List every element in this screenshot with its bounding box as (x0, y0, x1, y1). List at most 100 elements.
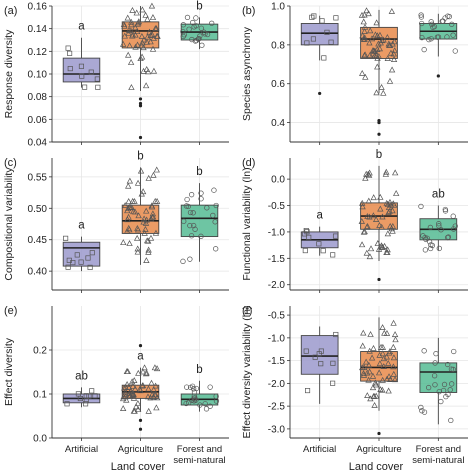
data-point-triangle (153, 166, 160, 173)
data-point-triangle (135, 212, 142, 219)
data-point-square (89, 250, 95, 256)
data-point-square (312, 354, 318, 360)
data-point-triangle (149, 213, 156, 220)
data-point-triangle (148, 2, 156, 9)
data-point-circle (421, 409, 428, 415)
data-point-triangle (149, 45, 157, 52)
data-point-square (321, 55, 327, 61)
data-point-circle (189, 383, 196, 389)
data-point-circle (198, 233, 204, 239)
data-point-circle (213, 246, 219, 252)
data-point-triangle (119, 40, 127, 47)
data-point-triangle (366, 213, 373, 220)
data-point-triangle (120, 21, 128, 27)
data-point-triangle (361, 23, 369, 30)
data-point-circle (426, 384, 432, 391)
data-point-triangle (359, 203, 366, 210)
data-point-triangle (144, 15, 151, 22)
data-point-circle (191, 398, 197, 404)
data-point-circle (447, 387, 453, 393)
data-point-triangle (374, 32, 381, 39)
data-point-square (85, 255, 91, 261)
panels: 0.04 0.06 0.08 0.10 0.12 0.14 0.16 (a) Response … (3, 0, 468, 466)
data-point-square (328, 39, 334, 45)
data-point-triangle (360, 364, 368, 371)
data-point-triangle (146, 28, 153, 35)
box-forest-and-semi-natural: b (180, 364, 220, 412)
data-point-circle (213, 393, 219, 400)
data-point-triangle (386, 349, 393, 356)
x-tick-label: Agriculture (356, 444, 401, 455)
data-point-triangle (386, 198, 394, 205)
data-point-triangle (370, 344, 377, 351)
data-point-triangle (362, 358, 370, 365)
box-forest-and-semi-natural: ab (418, 189, 458, 253)
x-axis-title-right: Land cover (349, 461, 404, 473)
data-point-circle (188, 192, 195, 198)
data-point-triangle (145, 407, 152, 414)
data-point-triangle (132, 31, 139, 38)
box-forest-and-semi-natural (418, 12, 458, 78)
data-point-triangle (126, 226, 133, 233)
data-point-triangle (139, 382, 147, 388)
data-point-triangle (365, 10, 372, 17)
data-point-triangle (390, 319, 397, 326)
data-point-triangle (379, 386, 386, 393)
y-tick-label: 0.06 (28, 115, 48, 126)
data-point-triangle (147, 38, 154, 45)
data-point-triangle (126, 203, 133, 210)
data-point-triangle (372, 381, 380, 388)
data-point-square (89, 388, 95, 394)
data-point-triangle (133, 9, 140, 16)
x-tick-label: Artificial (303, 444, 336, 455)
data-point-circle (432, 360, 438, 366)
data-point-triangle (140, 67, 147, 74)
data-point-triangle (128, 84, 135, 90)
data-point-triangle (390, 370, 397, 377)
data-point-triangle (127, 59, 135, 65)
data-point-circle (431, 373, 438, 379)
significance-letter: a (137, 351, 144, 363)
data-point-triangle (147, 394, 154, 401)
data-point-triangle (380, 36, 387, 43)
data-point-square (316, 241, 322, 247)
data-point-triangle (120, 395, 127, 402)
data-point-triangle (388, 66, 396, 73)
data-point-square (301, 231, 308, 237)
data-point-triangle (126, 177, 134, 184)
data-point-triangle (391, 331, 399, 337)
data-point-triangle (132, 385, 139, 392)
data-point-square (67, 50, 73, 56)
data-point-circle (429, 242, 436, 249)
y-tick-label: -2.5 (268, 402, 286, 413)
data-point-triangle (361, 228, 368, 235)
significance-letter: ab (432, 189, 445, 201)
outlier-point (377, 120, 381, 125)
data-point-square (324, 29, 330, 35)
data-point-circle (451, 348, 457, 355)
data-point-circle (418, 404, 424, 411)
data-point-triangle (364, 222, 371, 229)
data-point-circle (197, 402, 203, 408)
data-point-circle (444, 34, 450, 40)
data-point-triangle (367, 331, 374, 337)
data-point-triangle (376, 221, 383, 228)
x-tick-label: Forest and (177, 444, 222, 455)
data-point-triangle (390, 201, 398, 208)
data-point-square (74, 252, 80, 258)
data-point-circle (427, 224, 434, 231)
data-point-triangle (143, 257, 150, 264)
data-point-circle (198, 196, 204, 202)
data-point-triangle (372, 379, 379, 386)
x-axis-titles: Land cover Land cover (111, 461, 404, 473)
data-point-triangle (387, 376, 394, 383)
data-point-triangle (137, 167, 145, 174)
data-point-triangle (151, 364, 159, 371)
data-point-circle (198, 25, 205, 31)
y-axis-label: Functional variability (ln) (241, 167, 253, 280)
data-point-circle (185, 203, 191, 210)
data-point-triangle (131, 407, 138, 414)
data-point-triangle (364, 392, 371, 399)
data-point-square (330, 252, 336, 258)
significance-letter: b (137, 0, 143, 1)
